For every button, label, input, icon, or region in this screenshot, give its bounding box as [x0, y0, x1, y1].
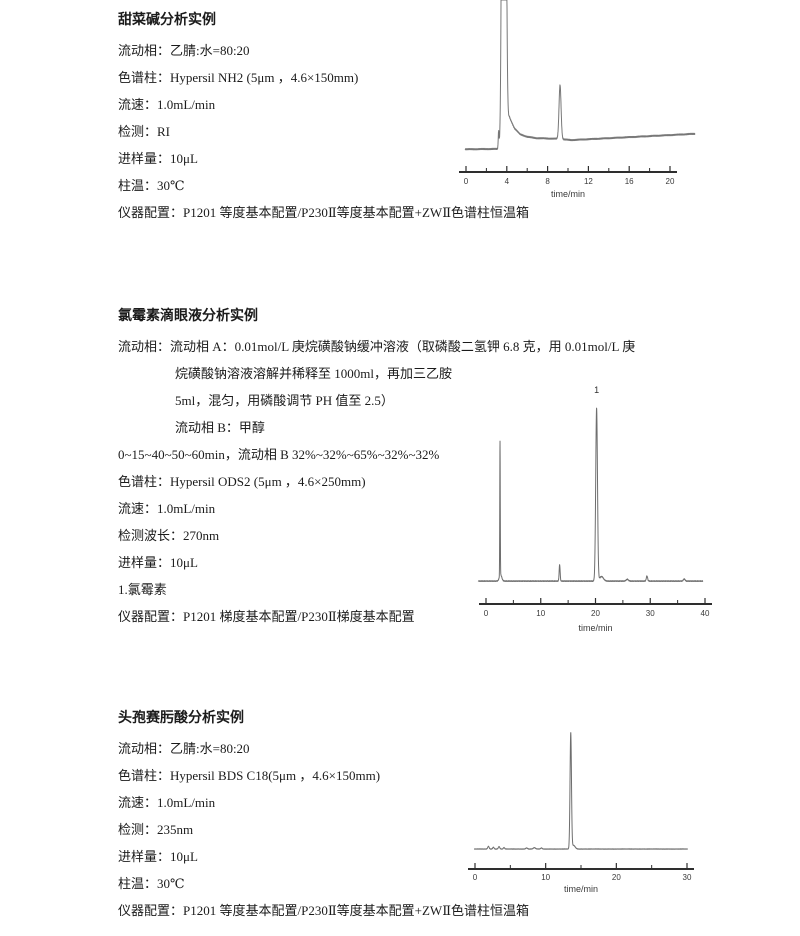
- x-tick-label: 10: [541, 873, 550, 882]
- x-tick-label: 20: [591, 609, 600, 618]
- flow-rate-line: 流速：1.0mL/min: [118, 501, 216, 516]
- detection-line: 检测：235nm: [118, 822, 194, 837]
- x-tick-label: 16: [625, 177, 634, 186]
- section-title: 氯霉素滴眼液分析实例: [118, 309, 258, 324]
- section-cefotaxime-example: 头孢赛肟酸分析实例 流动相：乙腈:水=80:20 色谱柱：Hypersil BD…: [118, 705, 529, 924]
- detection-wavelength-line: 检测波长：270nm: [118, 528, 220, 543]
- x-tick-label: 30: [646, 609, 655, 618]
- mobile-phase-line-2: 烷磺酸钠溶液溶解并稀释至 1000ml，再加三乙胺: [175, 366, 452, 381]
- x-tick-label: 8: [545, 177, 550, 186]
- mobile-phase-line-3: 5ml，混匀，用磷酸调节 PH 值至 2.5）: [175, 393, 394, 408]
- mobile-phase-b-line: 流动相 B：甲醇: [175, 420, 265, 435]
- chromatogram-cefotaxime: 0 10 20 30 time/min: [468, 732, 694, 894]
- section-betaine-example: 甜菜碱分析实例 流动相：乙腈:水=80:20 色谱柱：Hypersil NH2 …: [118, 7, 529, 226]
- instrument-config-line: 仪器配置：P1201 等度基本配置/P230Ⅱ等度基本配置+ZWⅡ色谱柱恒温箱: [118, 903, 530, 918]
- instrument-config-line: 仪器配置：P1201 梯度基本配置/P230Ⅱ梯度基本配置: [118, 609, 415, 624]
- column-line: 色谱柱：Hypersil ODS2 (5μm ，4.6×250mm): [118, 474, 366, 489]
- column-temperature-line: 柱温：30℃: [118, 876, 185, 891]
- chromatogram-trace: [473, 732, 689, 850]
- column-temperature-line: 柱温：30℃: [118, 178, 185, 193]
- gradient-program-line: 0~15~40~50~60min，流动相 B 32%~32%~65%~32%~3…: [118, 447, 440, 462]
- x-tick-label: 12: [584, 177, 593, 186]
- x-tick-label: 10: [536, 609, 545, 618]
- x-tick-label: 30: [683, 873, 692, 882]
- x-axis-title: time/min: [551, 189, 585, 199]
- flow-rate-line: 流速：1.0mL/min: [118, 97, 216, 112]
- x-tick-label: 40: [701, 609, 710, 618]
- injection-volume-line: 进样量：10μL: [118, 849, 198, 864]
- injection-volume-line: 进样量：10μL: [118, 151, 198, 166]
- flow-rate-line: 流速：1.0mL/min: [118, 795, 216, 810]
- section-title: 头孢赛肟酸分析实例: [118, 711, 244, 726]
- chromatogram-betaine: 0 4 8 12 16 20 time/min: [459, 0, 696, 199]
- x-tick-label: 0: [473, 873, 478, 882]
- peak-id-line: 1.氯霉素: [118, 582, 167, 597]
- x-tick-label: 4: [505, 177, 510, 186]
- detection-line: 检测：RI: [118, 124, 171, 139]
- mobile-phase-line: 流动相：乙腈:水=80:20: [118, 43, 250, 58]
- x-axis-title: time/min: [564, 884, 598, 894]
- peak-label: 1: [594, 385, 599, 395]
- x-tick-label: 0: [464, 177, 469, 186]
- column-line: 色谱柱：Hypersil NH2 (5μm ，4.6×150mm): [118, 70, 359, 85]
- mobile-phase-line: 流动相：流动相 A：0.01mol/L 庚烷磺酸钠缓冲溶液（取磷酸二氢钾 6.8…: [118, 339, 636, 354]
- column-line: 色谱柱：Hypersil BDS C18(5μm ，4.6×150mm): [118, 768, 381, 783]
- instrument-config-line: 仪器配置：P1201 等度基本配置/P230Ⅱ等度基本配置+ZWⅡ色谱柱恒温箱: [118, 205, 530, 220]
- chromatogram-trace: [464, 0, 696, 151]
- section-title: 甜菜碱分析实例: [118, 13, 216, 28]
- section-chloramphenicol-example: 氯霉素滴眼液分析实例 流动相：流动相 A：0.01mol/L 庚烷磺酸钠缓冲溶液…: [118, 303, 635, 630]
- mobile-phase-line: 流动相：乙腈:水=80:20: [118, 741, 250, 756]
- x-tick-label: 20: [612, 873, 621, 882]
- x-tick-label: 0: [484, 609, 489, 618]
- chromatogram-trace: [477, 407, 704, 583]
- injection-volume-line: 进样量：10μL: [118, 555, 198, 570]
- x-tick-label: 20: [666, 177, 675, 186]
- x-axis-title: time/min: [578, 623, 612, 633]
